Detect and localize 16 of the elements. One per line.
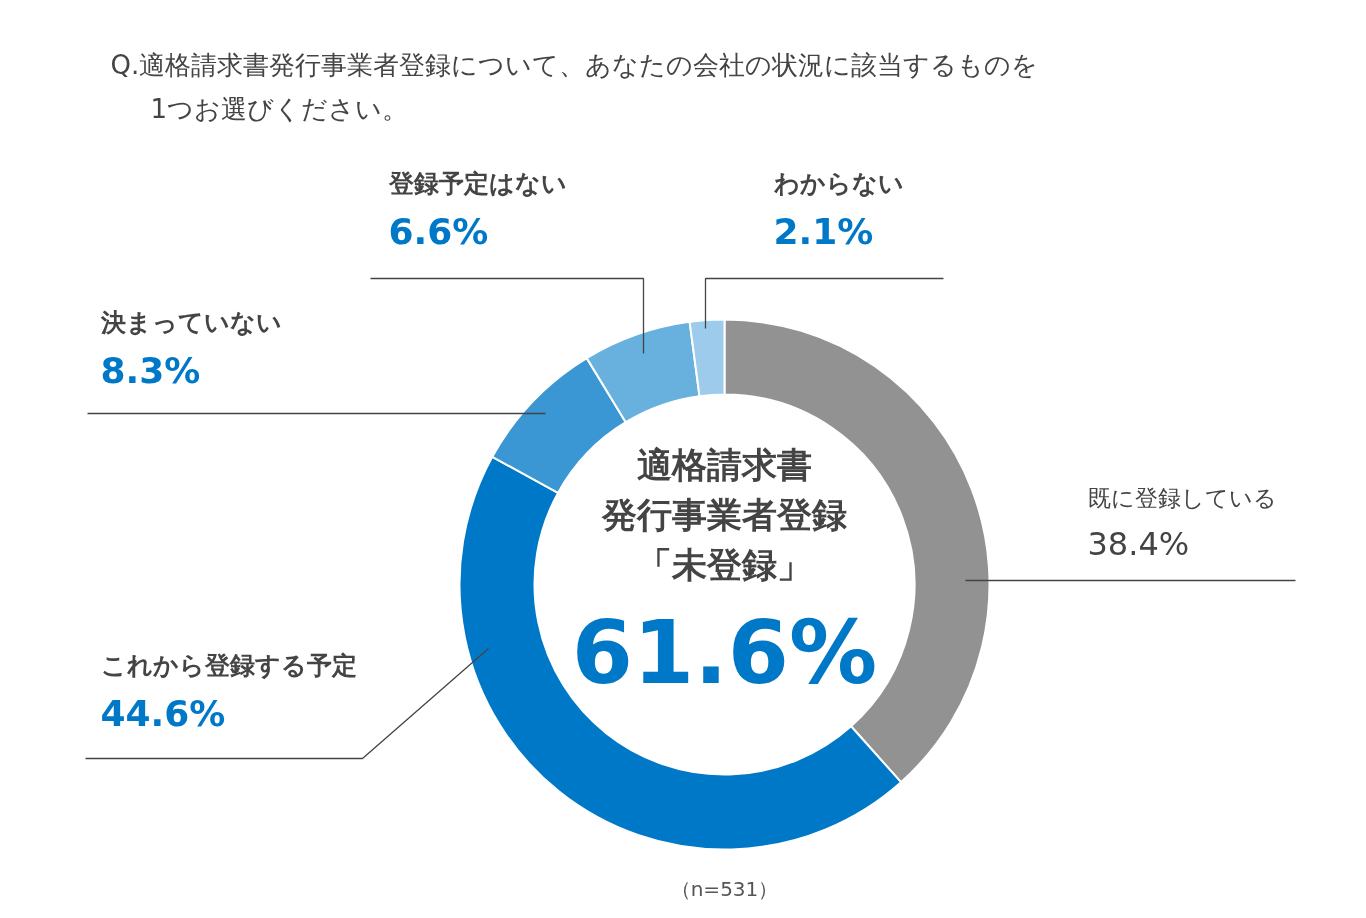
text: 「未登録」 xyxy=(637,544,812,585)
slice-label: 決まっていない xyxy=(99,308,282,337)
slice-label: 登録予定はない xyxy=(387,169,567,198)
slice-label: わからない xyxy=(772,169,904,198)
slice-label: これから登録する予定 xyxy=(100,651,357,680)
slice-label: 既に登録している xyxy=(1087,484,1277,511)
text: 61.6% xyxy=(571,601,878,704)
data-label: 44.6% xyxy=(100,693,226,734)
data-label: 38.4% xyxy=(1087,524,1190,563)
data-label: 2.1% xyxy=(773,211,874,252)
text: （n=531） xyxy=(670,876,779,901)
data-label: 6.6% xyxy=(388,211,489,252)
chart-title: Q.適格請求書発行事業者登録について、あなたの会社の状況に該当するものを1つお選びください。 xyxy=(110,49,1039,124)
text: 適格請求書 xyxy=(637,444,812,485)
text: 発行事業者登録 xyxy=(601,494,847,535)
data-label: 8.3% xyxy=(100,350,201,391)
